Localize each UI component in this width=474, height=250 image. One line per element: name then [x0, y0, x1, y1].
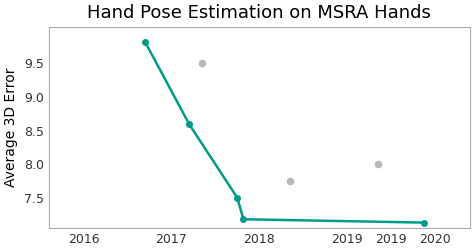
Title: Hand Pose Estimation on MSRA Hands: Hand Pose Estimation on MSRA Hands: [87, 4, 431, 22]
Point: [374, 162, 382, 166]
Point: [286, 179, 294, 183]
Point: [199, 62, 206, 66]
Y-axis label: Average 3D Error: Average 3D Error: [4, 68, 18, 187]
